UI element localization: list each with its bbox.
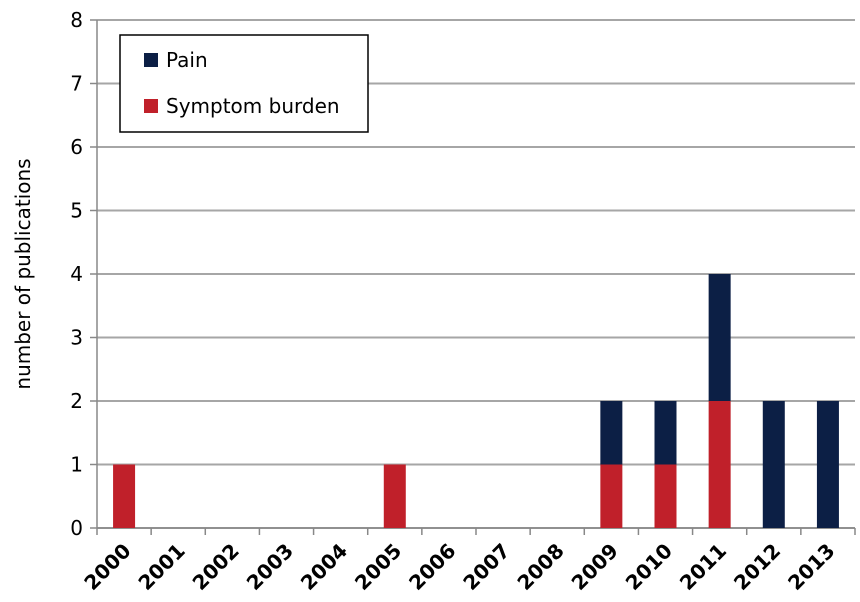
x-tick-label: 2013 [783, 539, 839, 595]
legend-label: Symptom burden [166, 94, 340, 118]
x-tick-label: 2010 [621, 539, 677, 595]
y-tick-label: 7 [70, 72, 83, 96]
bar-segment [654, 401, 677, 465]
x-tick-label: 2004 [296, 539, 352, 595]
x-tick-label: 2001 [133, 539, 189, 595]
bar-segment [600, 401, 623, 465]
x-tick-label: 2007 [458, 539, 514, 595]
bar-segment [816, 401, 839, 528]
x-tick-label: 2006 [404, 539, 460, 595]
legend-box [119, 34, 369, 133]
legend-swatch [144, 99, 158, 113]
y-tick-label: 1 [70, 453, 83, 477]
bar-segment [113, 464, 136, 528]
y-axis-label: number of publications [11, 158, 35, 389]
x-tick-label: 2003 [242, 539, 298, 595]
x-tick-label: 2005 [350, 539, 406, 595]
legend-swatch [144, 53, 158, 67]
y-tick-label: 0 [70, 516, 83, 540]
bar-segment [654, 464, 677, 528]
x-tick-label: 2012 [729, 539, 785, 595]
y-tick-label: 2 [70, 389, 83, 413]
bar-segment [600, 464, 623, 528]
y-tick-label: 4 [70, 262, 83, 286]
y-tick-label: 8 [70, 8, 83, 32]
bar-segment [708, 274, 731, 401]
bar-segment [708, 401, 731, 528]
bar-segment [383, 464, 406, 528]
x-tick-label: 2000 [79, 539, 135, 595]
legend-label: Pain [166, 48, 208, 72]
x-tick-label: 2009 [567, 539, 623, 595]
x-tick-label: 2002 [188, 539, 244, 595]
bar-segment [762, 401, 785, 528]
x-tick-label: 2011 [675, 539, 731, 595]
y-tick-label: 3 [70, 326, 83, 350]
y-tick-label: 5 [70, 199, 83, 223]
y-tick-label: 6 [70, 135, 83, 159]
x-tick-label: 2008 [512, 539, 568, 595]
